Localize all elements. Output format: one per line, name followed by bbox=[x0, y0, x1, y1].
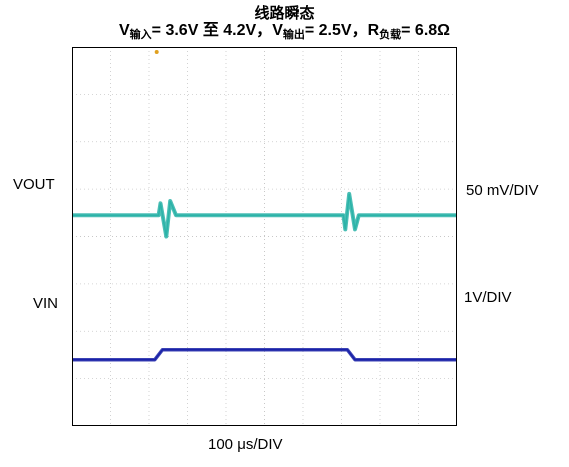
vout-value: = 2.5V， bbox=[304, 22, 368, 39]
vin-subscript: 输入 bbox=[129, 29, 152, 41]
time-scale-label: 100 μs/DIV bbox=[208, 436, 283, 453]
r-symbol: R bbox=[367, 22, 380, 39]
chart-subtitle: V输入= 3.6V 至 4.2V，V输出= 2.5V，R负载= 6.8Ω bbox=[0, 23, 569, 43]
oscilloscope-plot bbox=[72, 47, 457, 426]
trigger-marker bbox=[154, 50, 159, 54]
vin-trace bbox=[72, 348, 457, 361]
vout-label: VOUT bbox=[13, 176, 55, 193]
chart-title: 线路瞬态 bbox=[254, 5, 315, 22]
r-value: = 6.8Ω bbox=[401, 22, 450, 39]
vout-subscript: 输出 bbox=[282, 29, 305, 41]
grid bbox=[72, 47, 457, 426]
vin-trace-band bbox=[72, 347, 457, 362]
traces bbox=[72, 191, 457, 362]
r-subscript: 负载 bbox=[379, 29, 402, 41]
plot-frame bbox=[72, 47, 457, 426]
vin-label: VIN bbox=[33, 295, 59, 312]
vin-scale-label: 1V/DIV bbox=[464, 289, 512, 306]
vin-value: = 3.6V 至 4.2V， bbox=[151, 22, 273, 39]
vout-symbol: V bbox=[272, 22, 283, 39]
vout-trace bbox=[72, 193, 457, 237]
vin-symbol: V bbox=[119, 22, 130, 39]
vout-scale-label: 50 mV/DIV bbox=[466, 182, 539, 199]
